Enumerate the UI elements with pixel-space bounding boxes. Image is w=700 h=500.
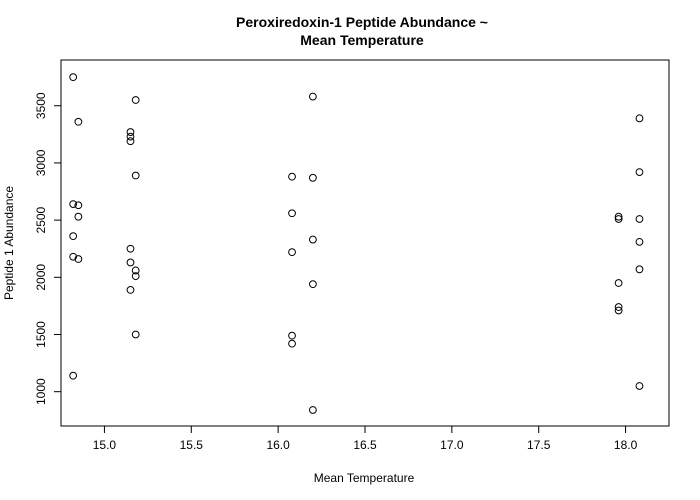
data-point: [69, 252, 78, 261]
data-point: [635, 265, 644, 274]
x-tick-label: 17.5: [527, 438, 551, 452]
y-tick-label: 1000: [34, 378, 48, 405]
data-point: [74, 255, 83, 263]
data-point: [635, 114, 644, 123]
x-axis-label: Mean Temperature: [314, 471, 415, 485]
y-tick-label: 2000: [34, 264, 48, 291]
data-point: [614, 212, 623, 221]
data-point: [288, 331, 296, 340]
chart-title-line-2: Mean Temperature: [300, 32, 424, 48]
data-point: [126, 285, 135, 294]
data-point: [126, 128, 135, 136]
data-point: [131, 272, 140, 281]
data-point: [131, 96, 140, 104]
x-tick-label: 18.0: [614, 438, 638, 452]
data-point: [308, 406, 317, 414]
y-axis: 1000 1500 2000 2500 3000 3500: [34, 92, 62, 405]
x-tick-label: 15.0: [93, 438, 117, 452]
data-point: [308, 280, 317, 289]
data-point: [308, 235, 317, 244]
x-axis: 15.0 15.5 16.0 16.5 17.0 17.5 18.0: [93, 425, 638, 452]
data-point: [131, 330, 140, 339]
y-tick-label: 3500: [34, 92, 48, 119]
y-axis-label: Peptide 1 Abundance: [2, 186, 16, 300]
data-point: [614, 215, 623, 223]
data-point: [126, 137, 135, 146]
data-point: [126, 244, 135, 253]
data-point: [288, 339, 296, 348]
data-point: [614, 303, 623, 311]
y-tick-label: 1500: [34, 321, 48, 348]
data-point: [288, 172, 296, 181]
data-point: [614, 279, 623, 287]
data-point: [126, 258, 135, 267]
data-point: [74, 117, 83, 126]
data-point: [69, 232, 78, 241]
data-point: [74, 201, 83, 210]
data-point: [131, 171, 140, 180]
data-point: [308, 92, 317, 101]
data-point: [131, 266, 140, 275]
x-tick-label: 17.0: [440, 438, 464, 452]
data-point: [635, 215, 644, 223]
data-points: [69, 73, 644, 414]
data-point: [69, 200, 78, 209]
y-tick-label: 2500: [34, 206, 48, 233]
data-point: [288, 248, 296, 257]
data-point: [308, 173, 317, 182]
x-tick-label: 15.5: [180, 438, 204, 452]
y-tick-label: 3000: [34, 149, 48, 176]
data-point: [635, 168, 644, 176]
data-point: [126, 132, 135, 141]
data-point: [635, 382, 644, 390]
chart-title-line-1: Peroxiredoxin-1 Peptide Abundance ~: [236, 14, 488, 30]
data-point: [69, 73, 78, 82]
data-point: [74, 212, 83, 221]
x-tick-label: 16.0: [266, 438, 290, 452]
data-point: [288, 209, 296, 218]
data-point: [635, 237, 644, 246]
data-point: [614, 306, 623, 315]
x-tick-label: 16.5: [353, 438, 377, 452]
data-point: [69, 371, 78, 380]
plot-frame: [60, 59, 670, 427]
